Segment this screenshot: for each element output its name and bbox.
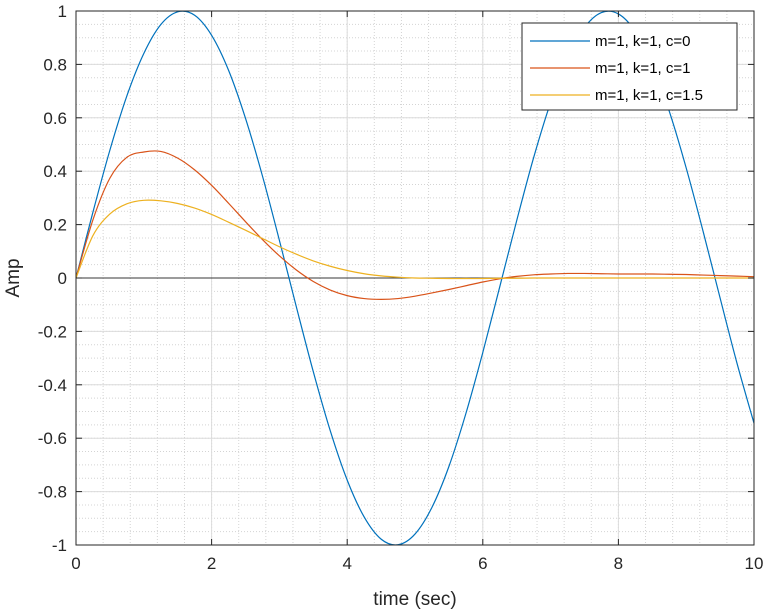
x-tick-label: 4 — [342, 554, 351, 573]
y-tick-label: 0.2 — [43, 216, 67, 235]
y-tick-label: -1 — [52, 536, 67, 555]
x-tick-label: 2 — [207, 554, 216, 573]
x-tick-label: 6 — [478, 554, 487, 573]
x-tick-labels: 0 2 4 6 8 10 — [71, 554, 763, 573]
legend-label-2: m=1, k=1, c=1 — [595, 60, 690, 77]
y-tick-label: -0.8 — [38, 483, 67, 502]
y-tick-label: 1 — [58, 2, 67, 21]
x-tick-label: 10 — [745, 554, 764, 573]
y-tick-label: -0.2 — [38, 322, 67, 341]
y-tick-label: 0 — [58, 269, 67, 288]
series-line-3 — [75, 199, 754, 280]
y-tick-label: -0.6 — [38, 429, 67, 448]
y-tick-label: 0.6 — [43, 109, 67, 128]
tick-marks — [75, 10, 755, 546]
y-tick-labels: -1 -0.8 -0.6 -0.4 -0.2 0 0.2 0.4 0.6 0.8 1 — [38, 2, 67, 555]
x-tick-label: 8 — [614, 554, 623, 573]
y-axis-label: Amp — [3, 258, 24, 297]
y-tick-label: 0.8 — [43, 55, 67, 74]
legend-label-3: m=1, k=1, c=1.5 — [595, 87, 703, 104]
series-line-2 — [75, 150, 755, 300]
x-tick-label: 0 — [71, 554, 80, 573]
y-tick-label: 0.4 — [43, 162, 67, 181]
x-axis-label: time (sec) — [373, 589, 456, 610]
legend-label-1: m=1, k=1, c=0 — [595, 33, 690, 50]
legend: m=1, k=1, c=0 m=1, k=1, c=1 m=1, k=1, c=1.… — [521, 22, 738, 111]
y-tick-label: -0.4 — [38, 376, 67, 395]
